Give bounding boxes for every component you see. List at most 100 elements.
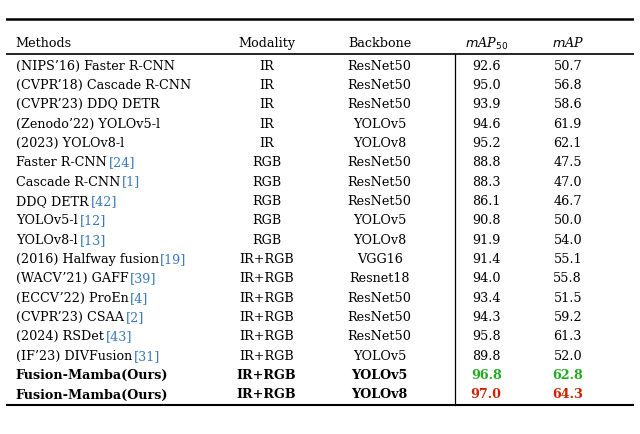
Text: ResNet50: ResNet50 <box>348 98 412 111</box>
Text: RGB: RGB <box>252 195 281 208</box>
Text: 51.5: 51.5 <box>554 292 582 305</box>
Text: 94.6: 94.6 <box>472 118 500 131</box>
Text: DDQ DETR: DDQ DETR <box>16 195 92 208</box>
Text: IR+RGB: IR+RGB <box>239 350 294 363</box>
Text: [13]: [13] <box>80 233 106 247</box>
Text: $m$AP: $m$AP <box>552 36 584 50</box>
Text: RGB: RGB <box>252 233 281 247</box>
Text: 88.8: 88.8 <box>472 156 500 169</box>
Text: 93.4: 93.4 <box>472 292 500 305</box>
Text: YOLOv5: YOLOv5 <box>353 118 406 131</box>
Text: 61.9: 61.9 <box>554 118 582 131</box>
Text: 54.0: 54.0 <box>554 233 582 247</box>
Text: 55.8: 55.8 <box>554 273 582 286</box>
Text: 89.8: 89.8 <box>472 350 500 363</box>
Text: 50.0: 50.0 <box>554 214 582 227</box>
Text: YOLOv5: YOLOv5 <box>351 369 408 382</box>
Text: YOLOv5: YOLOv5 <box>353 214 406 227</box>
Text: IR+RGB: IR+RGB <box>237 369 296 382</box>
Text: IR: IR <box>259 137 274 150</box>
Text: [42]: [42] <box>91 195 117 208</box>
Text: 56.8: 56.8 <box>554 79 582 92</box>
Text: IR: IR <box>259 118 274 131</box>
Text: 47.5: 47.5 <box>554 156 582 169</box>
Text: (CVPR’23) DDQ DETR: (CVPR’23) DDQ DETR <box>16 98 159 111</box>
Text: Methods: Methods <box>16 37 72 50</box>
Text: 64.3: 64.3 <box>552 388 583 401</box>
Text: [24]: [24] <box>109 156 135 169</box>
Text: IR+RGB: IR+RGB <box>237 388 296 401</box>
Text: YOLOv8: YOLOv8 <box>353 137 406 150</box>
Text: 94.3: 94.3 <box>472 311 500 324</box>
Text: YOLOv8: YOLOv8 <box>351 388 408 401</box>
Text: [12]: [12] <box>80 214 107 227</box>
Text: 91.4: 91.4 <box>472 253 500 266</box>
Text: (ECCV’22) ProEn: (ECCV’22) ProEn <box>16 292 132 305</box>
Text: RGB: RGB <box>252 214 281 227</box>
Text: (CVPR’18) Cascade R-CNN: (CVPR’18) Cascade R-CNN <box>16 79 191 92</box>
Text: ResNet50: ResNet50 <box>348 156 412 169</box>
Text: IR: IR <box>259 79 274 92</box>
Text: [1]: [1] <box>122 176 140 189</box>
Text: Modality: Modality <box>238 37 295 50</box>
Text: (2023) YOLOv8-l: (2023) YOLOv8-l <box>16 137 124 150</box>
Text: YOLOv8: YOLOv8 <box>353 233 406 247</box>
Text: [19]: [19] <box>160 253 186 266</box>
Text: (2016) Halfway fusion: (2016) Halfway fusion <box>16 253 163 266</box>
Text: ResNet50: ResNet50 <box>348 79 412 92</box>
Text: IR: IR <box>259 59 274 72</box>
Text: 95.8: 95.8 <box>472 330 500 343</box>
Text: [39]: [39] <box>130 273 157 286</box>
Text: 86.1: 86.1 <box>472 195 500 208</box>
Text: (IF’23) DIVFusion: (IF’23) DIVFusion <box>16 350 136 363</box>
Text: IR+RGB: IR+RGB <box>239 292 294 305</box>
Text: [4]: [4] <box>130 292 148 305</box>
Text: (2024) RSDet: (2024) RSDet <box>16 330 108 343</box>
Text: Resnet18: Resnet18 <box>349 273 410 286</box>
Text: (Zenodo’22) YOLOv5-l: (Zenodo’22) YOLOv5-l <box>16 118 160 131</box>
Text: (CVPR’23) CSAA: (CVPR’23) CSAA <box>16 311 128 324</box>
Text: ResNet50: ResNet50 <box>348 292 412 305</box>
Text: (WACV’21) GAFF: (WACV’21) GAFF <box>16 273 132 286</box>
Text: Faster R-CNN: Faster R-CNN <box>16 156 111 169</box>
Text: 96.8: 96.8 <box>471 369 502 382</box>
Text: ResNet50: ResNet50 <box>348 195 412 208</box>
Text: ResNet50: ResNet50 <box>348 330 412 343</box>
Text: ResNet50: ResNet50 <box>348 59 412 72</box>
Text: 94.0: 94.0 <box>472 273 500 286</box>
Text: 95.2: 95.2 <box>472 137 500 150</box>
Text: 46.7: 46.7 <box>554 195 582 208</box>
Text: 91.9: 91.9 <box>472 233 500 247</box>
Text: [31]: [31] <box>134 350 160 363</box>
Text: Fusion-Mamba(Ours): Fusion-Mamba(Ours) <box>16 369 168 382</box>
Text: Fusion-Mamba(Ours): Fusion-Mamba(Ours) <box>16 388 168 401</box>
Text: 52.0: 52.0 <box>554 350 582 363</box>
Text: 55.1: 55.1 <box>554 253 582 266</box>
Text: 92.6: 92.6 <box>472 59 500 72</box>
Text: YOLOv8-l: YOLOv8-l <box>16 233 81 247</box>
Text: 93.9: 93.9 <box>472 98 500 111</box>
Text: RGB: RGB <box>252 156 281 169</box>
Text: 59.2: 59.2 <box>554 311 582 324</box>
Text: VGG16: VGG16 <box>356 253 403 266</box>
Text: 47.0: 47.0 <box>554 176 582 189</box>
Text: ResNet50: ResNet50 <box>348 311 412 324</box>
Text: 90.8: 90.8 <box>472 214 500 227</box>
Text: 95.0: 95.0 <box>472 79 500 92</box>
Text: [2]: [2] <box>125 311 144 324</box>
Text: ResNet50: ResNet50 <box>348 176 412 189</box>
Text: RGB: RGB <box>252 176 281 189</box>
Text: 61.3: 61.3 <box>554 330 582 343</box>
Text: Backbone: Backbone <box>348 37 412 50</box>
Text: 50.7: 50.7 <box>554 59 582 72</box>
Text: 58.6: 58.6 <box>554 98 582 111</box>
Text: IR+RGB: IR+RGB <box>239 311 294 324</box>
Text: YOLOv5: YOLOv5 <box>353 350 406 363</box>
Text: Cascade R-CNN: Cascade R-CNN <box>16 176 124 189</box>
Text: IR: IR <box>259 98 274 111</box>
Text: IR+RGB: IR+RGB <box>239 253 294 266</box>
Text: 62.8: 62.8 <box>552 369 583 382</box>
Text: IR+RGB: IR+RGB <box>239 273 294 286</box>
Text: 97.0: 97.0 <box>470 388 502 401</box>
Text: IR+RGB: IR+RGB <box>239 330 294 343</box>
